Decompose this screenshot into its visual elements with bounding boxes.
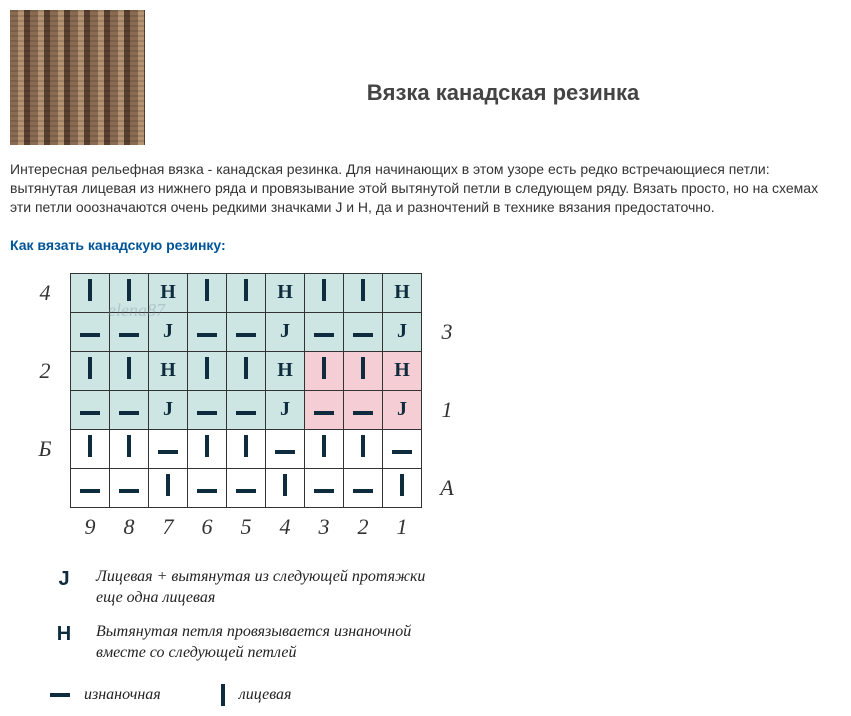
chart-cell bbox=[227, 390, 266, 429]
vbar-icon bbox=[221, 684, 225, 706]
row-label-left bbox=[20, 312, 71, 351]
chart-cell bbox=[188, 468, 227, 507]
legend-row-j: J Лицевая + вытянутая из следующей протя… bbox=[50, 566, 841, 609]
chart-cell: H bbox=[383, 351, 422, 390]
subheading: Как вязать канадскую резинку: bbox=[10, 237, 841, 253]
chart-cell: H bbox=[149, 351, 188, 390]
chart-cell: J bbox=[266, 312, 305, 351]
chart-cell bbox=[344, 468, 383, 507]
chart-cell bbox=[305, 273, 344, 312]
description-paragraph: Интересная рельефная вязка - канадская р… bbox=[10, 160, 841, 217]
legend-text-j: Лицевая + вытянутая из следующей протяжк… bbox=[96, 566, 446, 609]
col-label: 7 bbox=[149, 507, 188, 546]
chart-cell bbox=[266, 468, 305, 507]
legend-symbol-h: H bbox=[50, 621, 78, 646]
chart-cell bbox=[344, 312, 383, 351]
chart-grid: 4HHHJJJ32HHHJJJ1БА987654321 bbox=[20, 273, 472, 546]
row-label-left bbox=[20, 468, 71, 507]
row-label-left: Б bbox=[20, 429, 71, 468]
chart-cell: H bbox=[266, 351, 305, 390]
row-label-right bbox=[422, 429, 473, 468]
legend-row-h: H Вытянутая петля провязывается изнаночн… bbox=[50, 621, 841, 664]
chart-cell bbox=[188, 312, 227, 351]
col-label: 3 bbox=[305, 507, 344, 546]
row-label-right: 1 bbox=[422, 390, 473, 429]
chart-cell: J bbox=[149, 390, 188, 429]
legend-bottom-row: изнаночная лицевая bbox=[50, 684, 841, 706]
col-label: 6 bbox=[188, 507, 227, 546]
col-label: 8 bbox=[110, 507, 149, 546]
col-label: 4 bbox=[266, 507, 305, 546]
chart-cell bbox=[149, 429, 188, 468]
row-label-right bbox=[422, 351, 473, 390]
legend-text-purl: изнаночная bbox=[84, 686, 161, 704]
chart-cell: J bbox=[266, 390, 305, 429]
chart-cell: H bbox=[383, 273, 422, 312]
chart-cell bbox=[188, 390, 227, 429]
row-label-left: 2 bbox=[20, 351, 71, 390]
chart-cell bbox=[305, 468, 344, 507]
col-label: 5 bbox=[227, 507, 266, 546]
chart-cell bbox=[149, 468, 188, 507]
row-label-right bbox=[422, 273, 473, 312]
chart-cell bbox=[227, 429, 266, 468]
legend-symbol-j: J bbox=[50, 566, 78, 591]
chart-cell bbox=[383, 468, 422, 507]
chart-cell bbox=[266, 429, 305, 468]
chart-cell bbox=[110, 312, 149, 351]
chart-cell bbox=[227, 468, 266, 507]
legend-text-h: Вытянутая петля провязывается изнаночной… bbox=[96, 621, 446, 664]
knitting-chart: elena87 4HHHJJJ32HHHJJJ1БА987654321 bbox=[20, 273, 841, 546]
hbar-icon bbox=[50, 693, 70, 697]
chart-cell: H bbox=[266, 273, 305, 312]
row-label-left: 4 bbox=[20, 273, 71, 312]
chart-cell bbox=[110, 468, 149, 507]
row-label-left bbox=[20, 390, 71, 429]
chart-cell: J bbox=[383, 390, 422, 429]
chart-cell: J bbox=[149, 312, 188, 351]
chart-cell bbox=[383, 429, 422, 468]
chart-cell bbox=[71, 351, 110, 390]
col-label: 9 bbox=[71, 507, 110, 546]
chart-cell bbox=[344, 429, 383, 468]
chart-cell bbox=[344, 351, 383, 390]
chart-cell bbox=[305, 429, 344, 468]
chart-cell bbox=[71, 390, 110, 429]
chart-cell bbox=[305, 312, 344, 351]
page-title: Вязка канадская резинка bbox=[165, 80, 841, 106]
yarn-swatch-image bbox=[10, 10, 145, 145]
chart-cell bbox=[305, 351, 344, 390]
chart-cell bbox=[110, 390, 149, 429]
col-label: 1 bbox=[383, 507, 422, 546]
chart-cell bbox=[71, 468, 110, 507]
chart-cell bbox=[305, 390, 344, 429]
row-label-right: 3 bbox=[422, 312, 473, 351]
chart-cell: J bbox=[383, 312, 422, 351]
chart-cell bbox=[227, 351, 266, 390]
chart-cell bbox=[110, 351, 149, 390]
chart-cell bbox=[71, 312, 110, 351]
chart-cell bbox=[188, 273, 227, 312]
col-label: 2 bbox=[344, 507, 383, 546]
row-label-right: А bbox=[422, 468, 473, 507]
header-row: Вязка канадская резинка bbox=[10, 10, 841, 145]
chart-cell bbox=[188, 429, 227, 468]
chart-cell bbox=[188, 351, 227, 390]
chart-cell bbox=[227, 312, 266, 351]
chart-cell bbox=[110, 429, 149, 468]
chart-cell bbox=[71, 429, 110, 468]
chart-cell bbox=[71, 273, 110, 312]
chart-cell bbox=[110, 273, 149, 312]
chart-cell: H bbox=[149, 273, 188, 312]
legend: J Лицевая + вытянутая из следующей протя… bbox=[50, 566, 841, 706]
legend-pair-purl: изнаночная bbox=[50, 684, 161, 706]
chart-cell bbox=[344, 273, 383, 312]
legend-pair-knit: лицевая bbox=[221, 684, 292, 706]
chart-cell bbox=[227, 273, 266, 312]
chart-cell bbox=[344, 390, 383, 429]
legend-text-knit: лицевая bbox=[239, 686, 292, 704]
